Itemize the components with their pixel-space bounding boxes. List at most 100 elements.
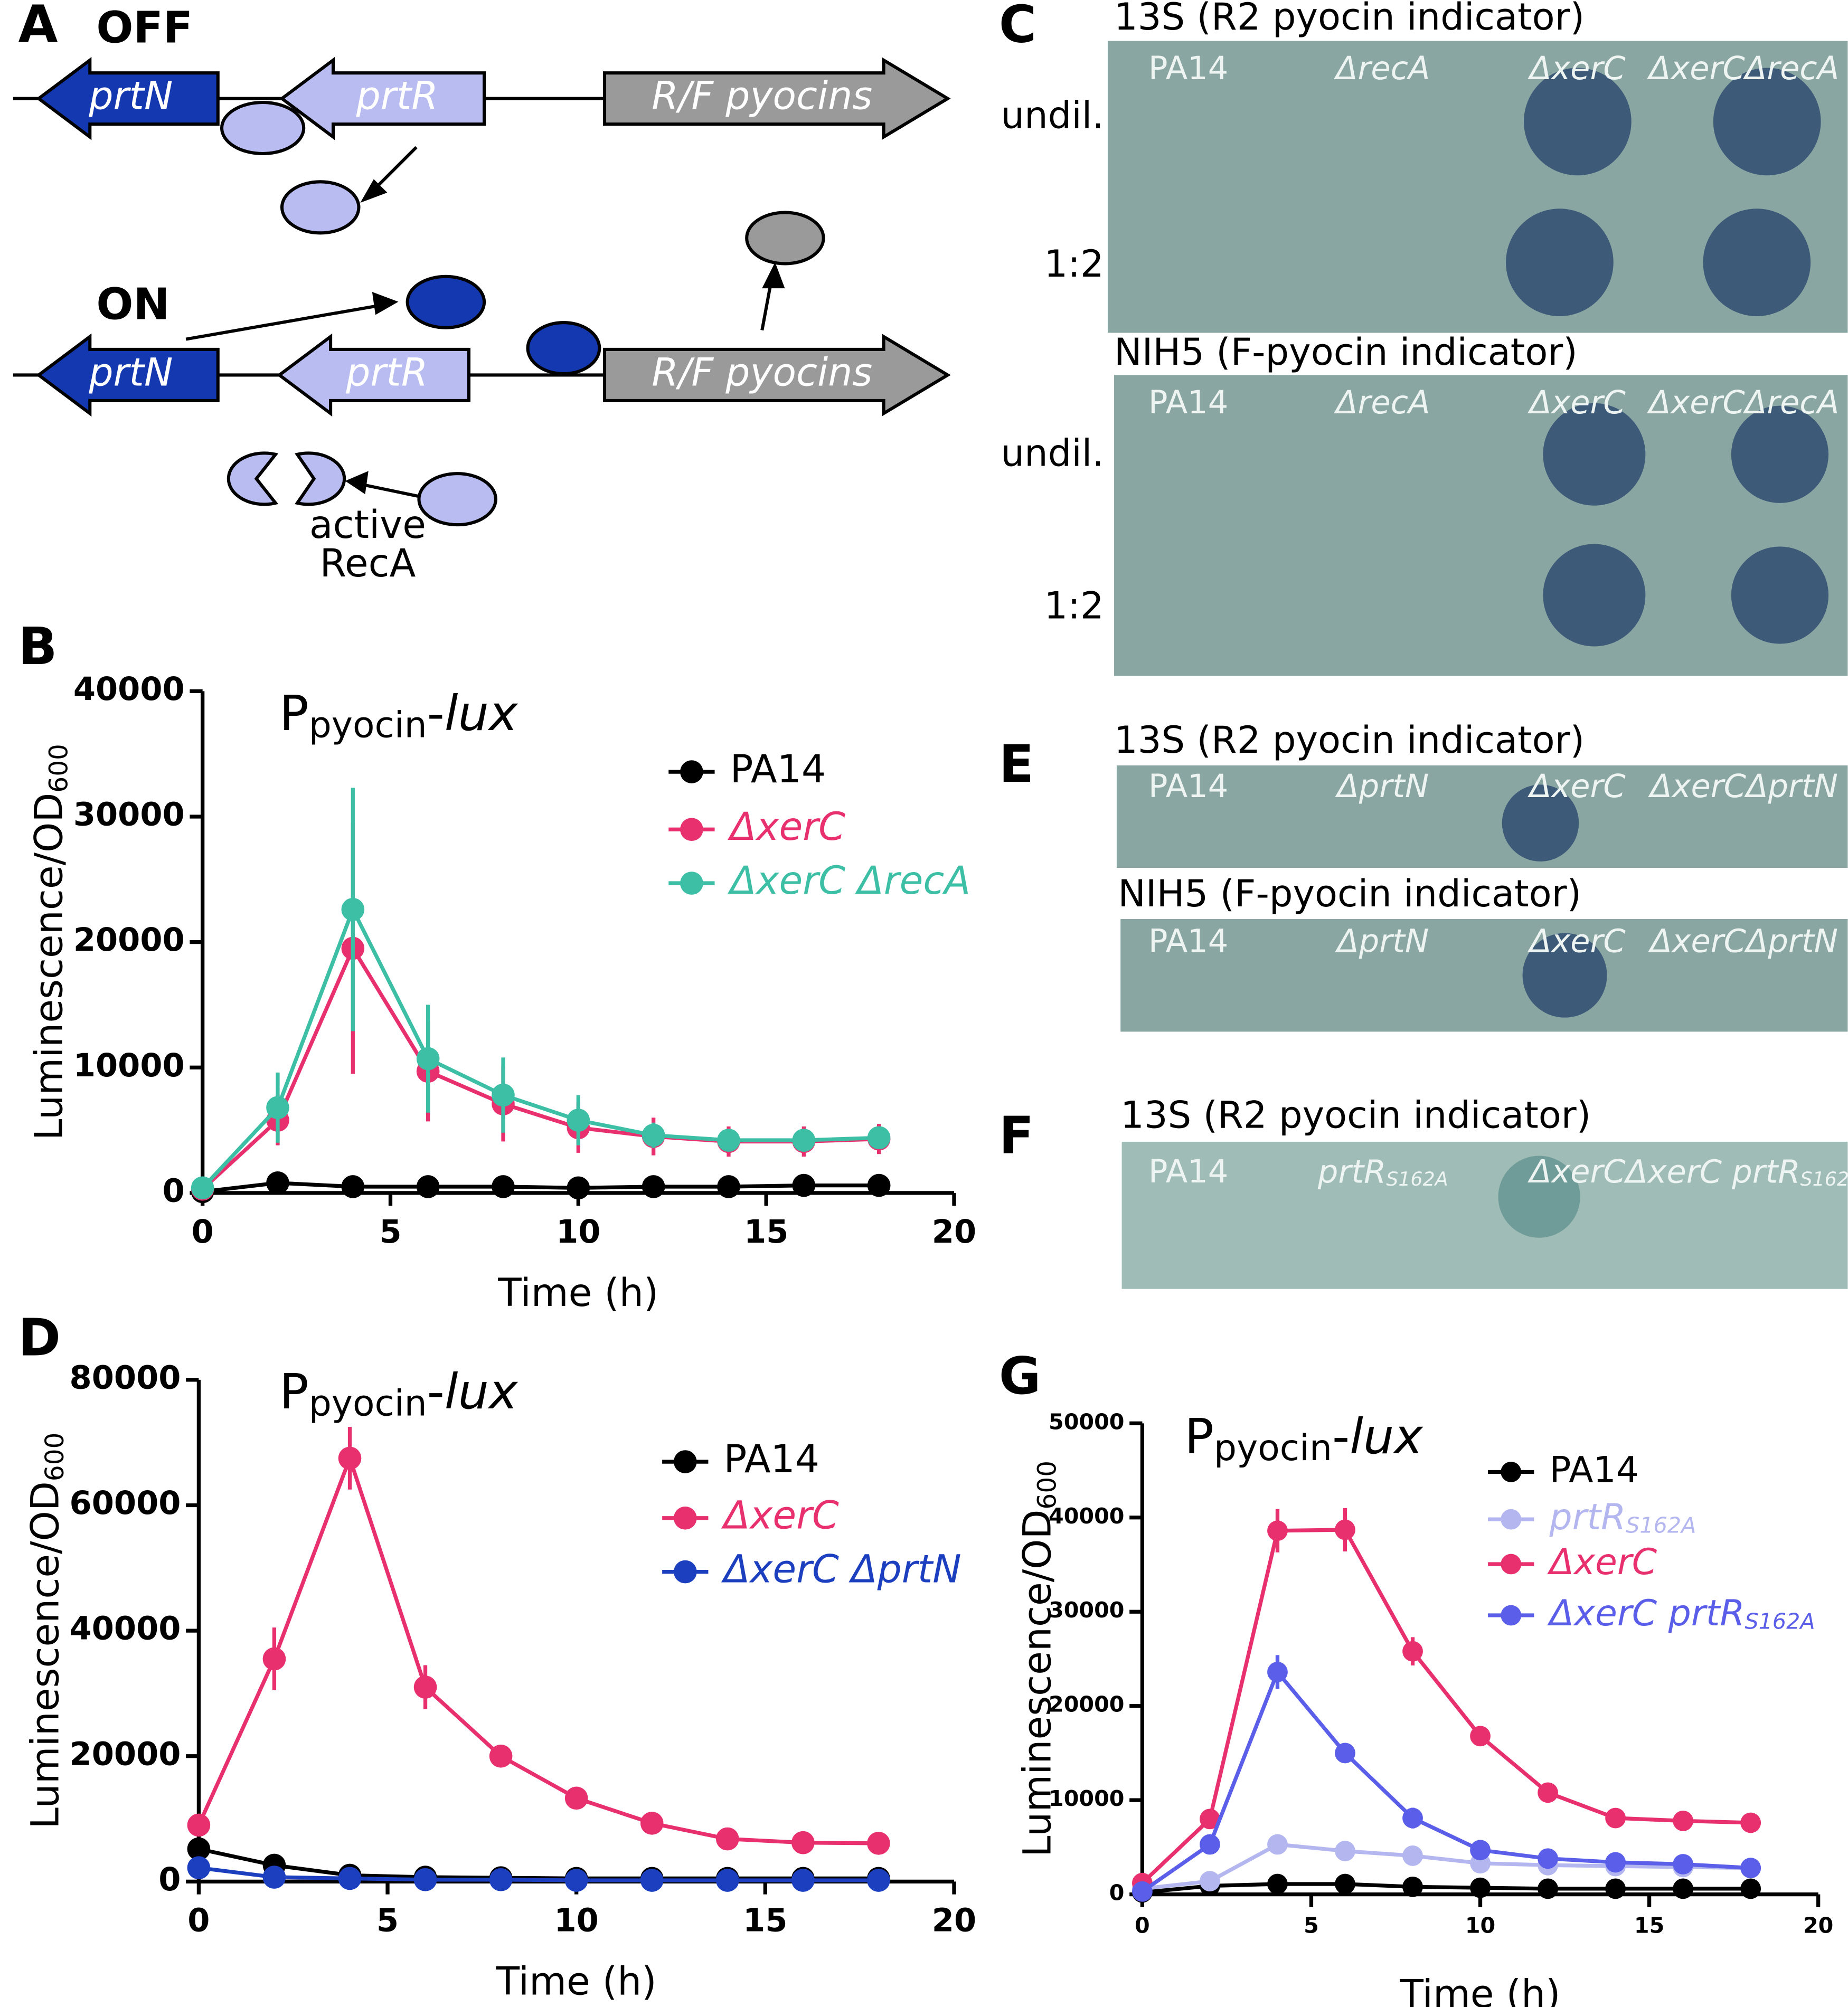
strain-name: prtR <box>1317 1153 1386 1190</box>
strain-label: ΔrecA <box>1334 50 1430 87</box>
data-point <box>1740 1812 1761 1833</box>
y-axis-label: Luminescence/OD600 <box>1015 1461 1062 1857</box>
diagram-label: OFF <box>96 3 193 53</box>
subscript: 600 <box>44 744 74 793</box>
data-point <box>1470 1877 1491 1898</box>
legend-name: ΔxerC <box>1547 1541 1657 1583</box>
data-point <box>266 1171 289 1195</box>
data-point <box>1605 1852 1626 1873</box>
title-part: P <box>279 685 309 742</box>
arrowheads <box>345 179 785 495</box>
plate-title: NIH5 (F-pyocin indicator) <box>1118 872 1581 915</box>
diagram-label: prtN <box>88 74 173 119</box>
legend-name: PA14 <box>1549 1449 1638 1491</box>
strain-label: prtRS162A <box>1317 1153 1448 1190</box>
title-part: - <box>1332 1408 1350 1465</box>
x-tick-label: 20 <box>932 1214 976 1251</box>
x-tick-label: 10 <box>1465 1913 1495 1938</box>
data-point <box>715 1827 739 1851</box>
subscript: 600 <box>1032 1461 1062 1510</box>
data-point <box>262 1866 286 1889</box>
title-part: - <box>427 1363 445 1420</box>
arrowhead <box>762 262 785 289</box>
data-point <box>1335 1743 1355 1764</box>
gene-arrow <box>602 334 951 416</box>
x-tick-label: 15 <box>744 1214 788 1251</box>
strain-label: ΔxerC <box>1528 768 1626 805</box>
legend-entry: PA14 <box>724 1437 820 1482</box>
legend-entry: ΔxerC prtRS162A <box>1547 1593 1815 1634</box>
strain-label: ΔrecA <box>1334 384 1430 421</box>
data-point <box>1267 1834 1288 1855</box>
y-tick-label: 80000 <box>70 1359 181 1396</box>
data-point <box>262 1647 286 1671</box>
series-line <box>197 1452 879 1845</box>
clearing-zone <box>1522 933 1607 1018</box>
cleaved-protein <box>295 451 346 506</box>
panel-label: E <box>999 734 1034 794</box>
y-tick-label: 10000 <box>73 1047 185 1084</box>
subscript: 600 <box>40 1433 70 1482</box>
legend-name: ΔxerC ΔrecA <box>728 858 971 903</box>
legend-name: ΔxerC <box>728 804 845 849</box>
diagram-label: R/F pyocins <box>652 74 872 119</box>
data-point <box>792 1129 816 1152</box>
panel-label: F <box>999 1105 1034 1165</box>
chart-title: Ppyocin-lux <box>1184 1408 1423 1469</box>
legend-name: ΔxerC prtR <box>1547 1593 1745 1634</box>
strain-label: PA14 <box>1148 923 1228 960</box>
data-point <box>1402 1845 1423 1866</box>
legend-name: ΔxerC ΔprtN <box>721 1547 961 1592</box>
y-tick-label: 20000 <box>73 922 185 959</box>
data-point <box>1470 1840 1491 1861</box>
plate-title: 13S (R2 pyocin indicator) <box>1120 1093 1591 1137</box>
data-point <box>1402 1807 1423 1829</box>
strain-label: ΔxerC prtRS162A <box>1624 1153 1848 1190</box>
legend-marker <box>673 1560 697 1584</box>
strain-label: ΔxerCΔrecA <box>1647 50 1839 87</box>
title-subscript: pyocin <box>1214 1427 1332 1469</box>
plate-title: 13S (R2 pyocin indicator) <box>1114 0 1585 39</box>
title-part: P <box>1184 1408 1214 1465</box>
data-point <box>413 1675 437 1699</box>
legend-entry: prtRS162A <box>1549 1497 1696 1538</box>
dilution-label: 1:2 <box>1044 242 1104 286</box>
legend-marker <box>680 872 703 895</box>
data-point <box>489 1744 513 1768</box>
data-point <box>1538 1782 1558 1803</box>
strain-label: ΔprtN <box>1335 768 1429 805</box>
x-tick-label: 5 <box>376 1902 399 1939</box>
gene-arrow <box>36 333 220 417</box>
title-subscript: pyocin <box>309 704 427 746</box>
arrow <box>185 303 385 341</box>
y-axis-label-text: Luminescence/OD <box>27 793 72 1140</box>
cleaved-protein <box>227 451 279 506</box>
plate-photo <box>1114 375 1848 676</box>
data-point <box>1605 1807 1626 1829</box>
y-tick-label: 40000 <box>1049 1503 1124 1529</box>
y-axis-label: Luminescence/OD600 <box>23 1433 70 1829</box>
y-tick-label: 0 <box>158 1861 181 1898</box>
y-tick-label: 50000 <box>1049 1409 1124 1434</box>
data-point <box>1267 1520 1288 1541</box>
data-point <box>1200 1834 1220 1855</box>
data-point <box>717 1175 740 1198</box>
y-tick-label: 0 <box>163 1172 185 1209</box>
legend-entry: ΔxerC ΔrecA <box>728 858 971 903</box>
series-line <box>1140 1528 1751 1885</box>
strain-label: PA14 <box>1148 50 1228 87</box>
y-axis-label-text: Luminescence/OD <box>23 1481 68 1829</box>
data-point <box>413 1868 437 1891</box>
x-tick-label: 0 <box>192 1214 214 1251</box>
x-tick-label: 20 <box>932 1902 976 1939</box>
data-point <box>1267 1662 1288 1682</box>
data-point <box>792 1173 816 1197</box>
protein <box>280 180 361 235</box>
legend-entry: ΔxerC <box>728 804 845 849</box>
data-point <box>338 1867 362 1890</box>
panel-label: B <box>18 617 57 676</box>
data-point <box>717 1129 740 1152</box>
data-point <box>1335 1873 1355 1895</box>
chart-title: Ppyocin-lux <box>279 685 518 746</box>
y-axis-label: Luminescence/OD600 <box>27 744 74 1140</box>
